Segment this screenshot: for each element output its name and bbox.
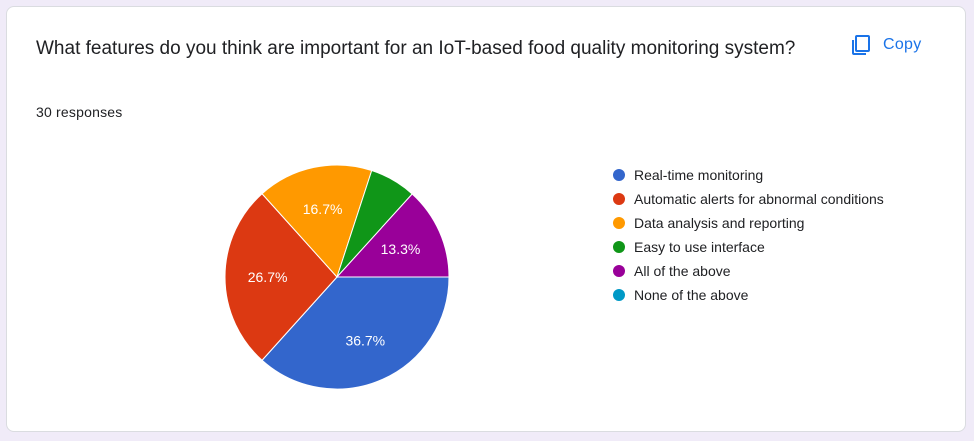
legend-label-4: All of the above	[634, 263, 731, 279]
pie-slice-label-2: 16.7%	[303, 201, 343, 217]
copy-button[interactable]: Copy	[841, 27, 930, 63]
legend-swatch-0	[613, 169, 625, 181]
legend-label-3: Easy to use interface	[634, 239, 765, 255]
pie-slice-1[interactable]	[224, 193, 338, 361]
legend-item-3[interactable]: Easy to use interface	[613, 235, 884, 259]
pie-chart: 36.7% 26.7% 16.7% 13.3%	[224, 164, 450, 390]
legend-item-2[interactable]: Data analysis and reporting	[613, 211, 884, 235]
legend-label-2: Data analysis and reporting	[634, 215, 805, 231]
legend-item-1[interactable]: Automatic alerts for abnormal conditions	[613, 187, 884, 211]
legend-item-4[interactable]: All of the above	[613, 259, 884, 283]
legend-label-1: Automatic alerts for abnormal conditions	[634, 191, 884, 207]
legend-item-0[interactable]: Real-time monitoring	[613, 163, 884, 187]
legend-swatch-2	[613, 217, 625, 229]
pie-slice-label-0: 36.7%	[345, 332, 385, 348]
legend-swatch-4	[613, 265, 625, 277]
legend-label-0: Real-time monitoring	[634, 167, 764, 183]
response-summary-card: What features do you think are important…	[6, 6, 966, 432]
response-count: 30 responses	[36, 104, 123, 120]
chart-legend: Real-time monitoring Automatic alerts for…	[613, 163, 884, 307]
question-title: What features do you think are important…	[36, 38, 796, 59]
legend-swatch-1	[613, 193, 625, 205]
pie-slice-label-1: 26.7%	[248, 269, 288, 285]
legend-item-5[interactable]: None of the above	[613, 283, 884, 307]
pie-slice-4[interactable]	[335, 193, 450, 278]
copy-button-label: Copy	[883, 36, 922, 53]
copy-icon	[849, 33, 873, 57]
pie-slice-label-4: 13.3%	[381, 241, 421, 257]
pie-slice-2[interactable]	[261, 164, 373, 278]
legend-swatch-3	[613, 241, 625, 253]
pie-slice-0[interactable]	[261, 276, 450, 390]
legend-label-5: None of the above	[634, 287, 749, 303]
legend-swatch-5	[613, 289, 625, 301]
